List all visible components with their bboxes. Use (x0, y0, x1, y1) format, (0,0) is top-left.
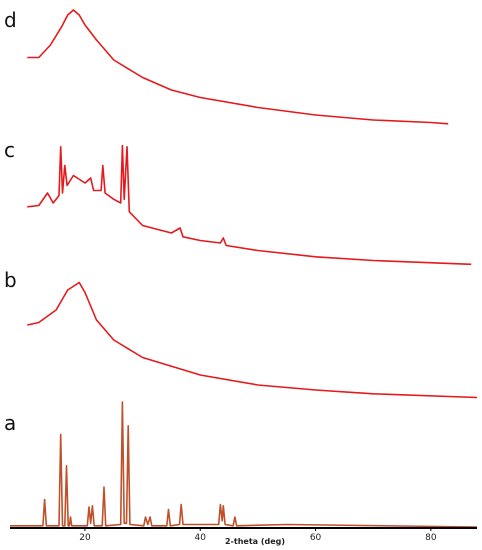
xrd-trace (27, 281, 478, 399)
x-tick-label: 20 (79, 533, 91, 543)
x-tick-label: 40 (195, 533, 207, 543)
xrd-trace (10, 401, 478, 528)
trace-label: d (4, 8, 17, 32)
x-axis-label: 2-theta (deg) (225, 537, 285, 546)
xrd-trace (27, 144, 472, 266)
trace-label: c (4, 138, 15, 162)
x-tick-label: 80 (425, 533, 437, 543)
trace-label: b (4, 268, 17, 292)
xrd-trace (27, 9, 449, 125)
x-tick-label: 60 (310, 533, 322, 543)
trace-label: a (4, 411, 16, 435)
